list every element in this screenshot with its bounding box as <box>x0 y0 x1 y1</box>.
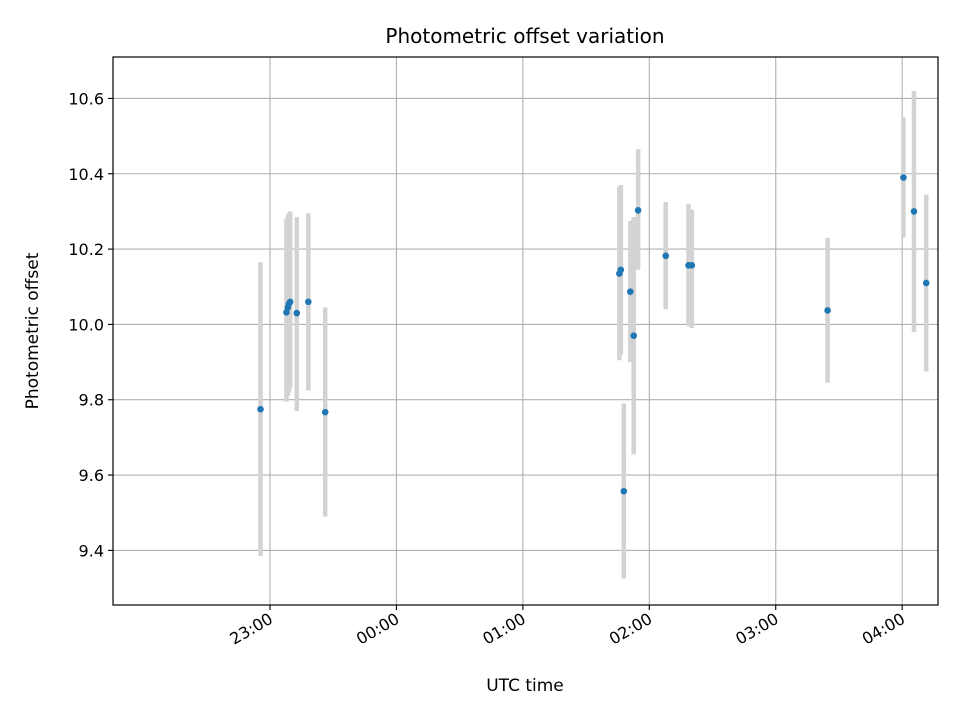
x-axis-label: UTC time <box>486 676 564 696</box>
y-tick-label: 10.0 <box>68 315 104 334</box>
y-tick-label: 9.4 <box>79 541 104 560</box>
plot-frame <box>112 56 939 606</box>
data-point <box>321 408 329 416</box>
y-tick-label: 9.8 <box>79 391 104 410</box>
data-point <box>617 266 625 274</box>
data-point <box>630 332 638 340</box>
data-point <box>286 298 294 306</box>
y-tick-label: 10.4 <box>68 165 104 184</box>
data-point <box>662 252 670 260</box>
y-tick-label: 9.6 <box>79 466 104 485</box>
y-axis-label: Photometric offset <box>23 252 43 409</box>
y-tick-label: 10.6 <box>68 89 104 108</box>
y-tick-label: 10.2 <box>68 240 104 259</box>
data-point <box>293 309 301 317</box>
data-point <box>910 208 918 215</box>
data-point <box>620 487 628 495</box>
chart-title: Photometric offset variation <box>385 24 664 48</box>
data-point <box>305 298 312 306</box>
data-point <box>824 307 831 314</box>
data-point <box>922 279 930 287</box>
data-point <box>900 174 907 181</box>
data-point <box>634 206 642 214</box>
data-point <box>627 288 634 295</box>
data-point <box>257 405 264 413</box>
data-point <box>688 261 696 269</box>
data-points <box>257 174 930 495</box>
